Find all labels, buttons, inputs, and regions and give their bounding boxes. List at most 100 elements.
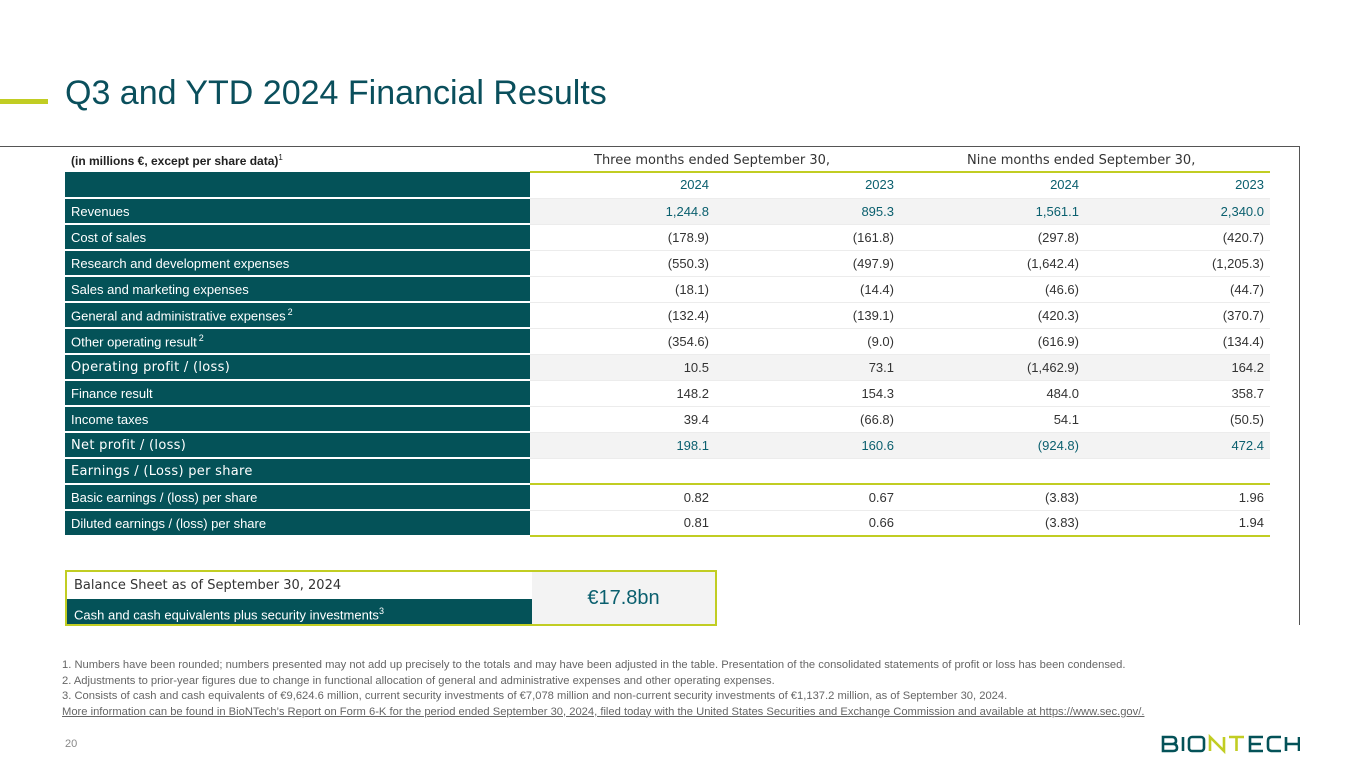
value-cell: (3.83) (900, 510, 1085, 537)
value-cell: 198.1 (530, 432, 715, 459)
value-cell: 1.94 (1085, 510, 1270, 537)
value-cell (1085, 458, 1270, 485)
table-row: Other operating result 2 (354.6) (9.0) (6… (65, 328, 1270, 355)
row-label: Research and development expenses (65, 250, 530, 277)
value-cell (715, 458, 900, 485)
page-number: 20 (65, 738, 78, 750)
financial-results-table: 2024 2023 2024 2023 Revenues 1,244.8 895… (65, 172, 1270, 537)
table-row: Cost of sales (178.9) (161.8) (297.8) (4… (65, 224, 1270, 251)
value-cell: (1,642.4) (900, 250, 1085, 277)
nine-months-header: Nine months ended September 30, (967, 153, 1196, 168)
value-cell: (46.6) (900, 276, 1085, 303)
value-cell: 0.67 (715, 484, 900, 511)
value-cell: (161.8) (715, 224, 900, 251)
year-cell: 2023 (715, 172, 900, 199)
value-cell (900, 458, 1085, 485)
value-cell: 160.6 (715, 432, 900, 459)
value-cell: (1,205.3) (1085, 250, 1270, 277)
value-cell: 0.82 (530, 484, 715, 511)
page-title: Q3 and YTD 2024 Financial Results (65, 74, 607, 112)
table-row: Finance result 148.2 154.3 484.0 358.7 (65, 380, 1270, 407)
value-cell: 39.4 (530, 406, 715, 433)
frame-top-rule (0, 146, 1299, 147)
units-label: (in millions €, except per share data)1 (71, 153, 283, 168)
value-cell: 10.5 (530, 354, 715, 381)
table-row: Diluted earnings / (loss) per share 0.81… (65, 510, 1270, 537)
row-label: Revenues (65, 198, 530, 225)
footnote: 2. Adjustments to prior-year figures due… (62, 674, 775, 687)
biontech-logo-icon (1161, 733, 1301, 755)
value-cell: 472.4 (1085, 432, 1270, 459)
value-cell: (178.9) (530, 224, 715, 251)
value-cell: (370.7) (1085, 302, 1270, 329)
value-cell: 164.2 (1085, 354, 1270, 381)
value-cell: (354.6) (530, 328, 715, 355)
table-row: Operating profit / (loss) 10.5 73.1 (1,4… (65, 354, 1270, 381)
table-row: Research and development expenses (550.3… (65, 250, 1270, 277)
header-blank-cell (65, 172, 530, 199)
value-cell: 0.66 (715, 510, 900, 537)
row-label: General and administrative expenses 2 (65, 302, 530, 329)
value-cell: 73.1 (715, 354, 900, 381)
row-label: Cost of sales (65, 224, 530, 251)
value-cell: (50.5) (1085, 406, 1270, 433)
value-cell: (497.9) (715, 250, 900, 277)
value-cell: 895.3 (715, 198, 900, 225)
frame-right-rule (1299, 146, 1300, 625)
row-label: Sales and marketing expenses (65, 276, 530, 303)
value-cell: (18.1) (530, 276, 715, 303)
value-cell: (297.8) (900, 224, 1085, 251)
title-accent-bar (0, 99, 48, 104)
balance-sheet-value: €17.8bn (532, 572, 715, 624)
table-row: Revenues 1,244.8 895.3 1,561.1 2,340.0 (65, 198, 1270, 225)
table-row: Earnings / (Loss) per share (65, 458, 1270, 485)
table-row: General and administrative expenses 2 (13… (65, 302, 1270, 329)
value-cell: 358.7 (1085, 380, 1270, 407)
value-cell (530, 458, 715, 485)
value-cell: 1,244.8 (530, 198, 715, 225)
table-row: Sales and marketing expenses (18.1) (14.… (65, 276, 1270, 303)
footnote: 3. Consists of cash and cash equivalents… (62, 690, 1008, 702)
value-cell: (14.4) (715, 276, 900, 303)
value-cell: (420.7) (1085, 224, 1270, 251)
value-cell: 1.96 (1085, 484, 1270, 511)
value-cell: 1,561.1 (900, 198, 1085, 225)
year-cell: 2023 (1085, 172, 1270, 199)
year-cell: 2024 (900, 172, 1085, 199)
year-header-row: 2024 2023 2024 2023 (65, 172, 1270, 199)
value-cell: (420.3) (900, 302, 1085, 329)
value-cell: (550.3) (530, 250, 715, 277)
value-cell: 148.2 (530, 380, 715, 407)
row-label: Diluted earnings / (loss) per share (65, 510, 530, 537)
value-cell: (924.8) (900, 432, 1085, 459)
value-cell: (3.83) (900, 484, 1085, 511)
value-cell: (616.9) (900, 328, 1085, 355)
biontech-logo (1160, 733, 1301, 760)
value-cell: 484.0 (900, 380, 1085, 407)
value-cell: (139.1) (715, 302, 900, 329)
three-months-header: Three months ended September 30, (594, 153, 830, 168)
table-row: Income taxes 39.4 (66.8) 54.1 (50.5) (65, 406, 1270, 433)
value-cell: 2,340.0 (1085, 198, 1270, 225)
balance-sheet-label: Cash and cash equivalents plus security … (67, 599, 532, 624)
row-label: Finance result (65, 380, 530, 407)
row-label: Operating profit / (loss) (65, 354, 530, 381)
table-row: Net profit / (loss) 198.1 160.6 (924.8) … (65, 432, 1270, 459)
row-label: Income taxes (65, 406, 530, 433)
balance-sheet-box: Balance Sheet as of September 30, 2024 C… (65, 570, 717, 626)
value-cell: (132.4) (530, 302, 715, 329)
value-cell: (44.7) (1085, 276, 1270, 303)
balance-sheet-heading: Balance Sheet as of September 30, 2024 (67, 572, 532, 599)
year-cell: 2024 (530, 172, 715, 199)
value-cell: (134.4) (1085, 328, 1270, 355)
value-cell: (66.8) (715, 406, 900, 433)
table-row: Basic earnings / (loss) per share 0.82 0… (65, 484, 1270, 511)
value-cell: 154.3 (715, 380, 900, 407)
value-cell: (9.0) (715, 328, 900, 355)
sec-link[interactable]: More information can be found in BioNTec… (62, 705, 1145, 718)
row-label: Basic earnings / (loss) per share (65, 484, 530, 511)
footnotes: 1. Numbers have been rounded; numbers pr… (62, 658, 1144, 720)
value-cell: 0.81 (530, 510, 715, 537)
row-label: Earnings / (Loss) per share (65, 458, 530, 485)
row-label: Other operating result 2 (65, 328, 530, 355)
